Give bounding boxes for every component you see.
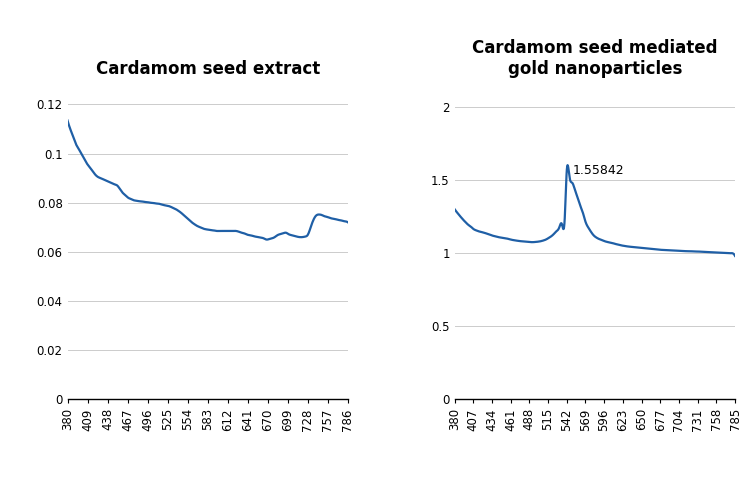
Text: 1.55842: 1.55842	[572, 164, 624, 177]
Title: Cardamom seed extract: Cardamom seed extract	[95, 60, 320, 78]
Title: Cardamom seed mediated
gold nanoparticles: Cardamom seed mediated gold nanoparticle…	[472, 39, 718, 78]
